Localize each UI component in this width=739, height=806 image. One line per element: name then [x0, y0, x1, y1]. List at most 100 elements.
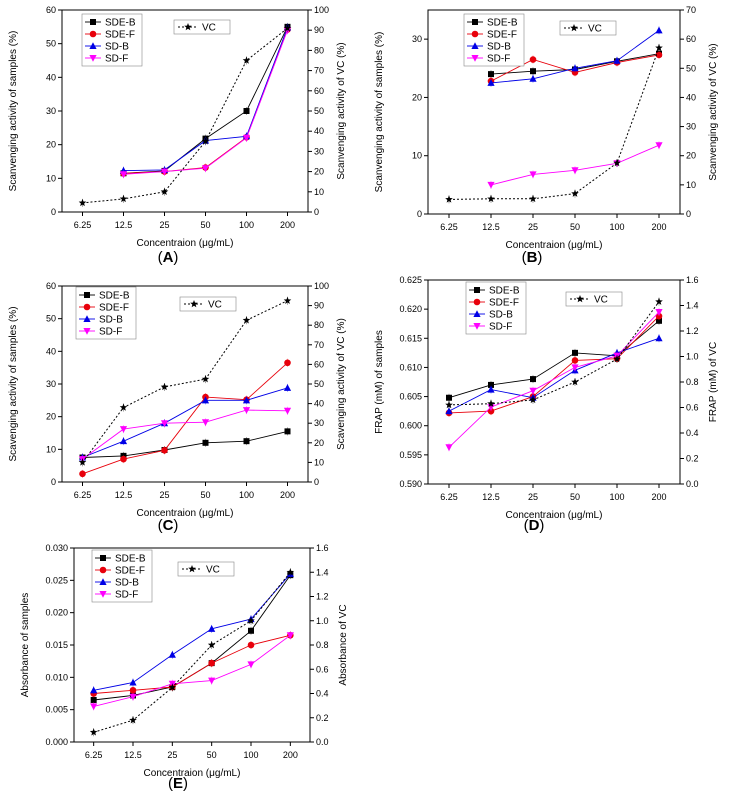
legend-label: VC	[206, 565, 220, 576]
y2-axis-title: Absorbance of VC	[338, 604, 349, 685]
y-axis-title: Scanvenging activity of samples (%)	[374, 32, 385, 193]
data-point	[201, 165, 210, 173]
legend-marker	[471, 42, 479, 49]
y-tick-label: 0.015	[45, 640, 68, 650]
data-point	[445, 407, 453, 415]
y2-tick-label: 0	[314, 477, 319, 487]
data-point	[571, 378, 579, 386]
legend-marker	[474, 287, 480, 293]
series-sde-f	[79, 358, 291, 478]
y2-tick-label: 20	[314, 167, 324, 177]
data-point	[655, 334, 663, 342]
data-point	[90, 686, 98, 694]
x-axis-title: Concentraion (μg/mL)	[137, 238, 234, 249]
x-tick-label: 6.25	[440, 492, 458, 502]
panel-caption: (A)	[158, 249, 179, 266]
data-point	[529, 56, 537, 63]
data-point	[487, 181, 495, 189]
data-point	[530, 68, 536, 75]
y2-tick-label: 0.8	[686, 377, 699, 387]
series-line	[93, 571, 291, 733]
data-point	[571, 357, 579, 364]
legend-label: SDE-B	[487, 18, 518, 29]
x-tick-label: 100	[609, 492, 624, 502]
data-point	[119, 437, 128, 445]
x-tick-label: 50	[200, 220, 210, 230]
data-point	[90, 696, 97, 703]
y2-tick-label: 30	[686, 122, 696, 132]
legend-label: VC	[588, 24, 602, 35]
y-tick-label: 10	[46, 173, 56, 183]
legend-marker	[90, 19, 96, 25]
x-tick-label: 200	[280, 490, 295, 500]
legend-marker	[188, 565, 196, 573]
data-point	[655, 297, 663, 305]
y2-tick-label: 60	[314, 86, 324, 96]
y-axis-title: FRAP (mM) of samples	[374, 330, 385, 434]
data-point	[487, 407, 495, 415]
data-point	[613, 159, 621, 167]
data-point	[655, 43, 663, 52]
y2-tick-label: 0.6	[316, 664, 329, 674]
y2-tick-label: 0.6	[686, 403, 699, 413]
y2-tick-label: 30	[314, 146, 324, 156]
series-line	[123, 30, 288, 175]
data-point	[247, 616, 255, 624]
legend-label: SDE-F	[105, 30, 135, 41]
legend-label: SD-F	[489, 322, 512, 333]
chart-panel-c: 6.25 12.5 25 50 100 200 0 10 20 30 40 50 60 0 10 20 30 40…	[8, 281, 347, 534]
data-point	[529, 194, 537, 203]
data-point	[656, 317, 662, 324]
y2-tick-label: 100	[314, 5, 329, 15]
legend-marker	[89, 55, 97, 62]
data-point	[571, 167, 579, 175]
legend-label: SD-B	[487, 42, 511, 53]
data-point	[78, 458, 87, 466]
x-tick-label: 6.25	[74, 220, 92, 230]
data-point	[201, 419, 210, 427]
series-line	[93, 634, 291, 707]
data-point	[242, 134, 251, 142]
data-point	[89, 728, 98, 736]
legend-label: SDE-F	[99, 303, 129, 314]
series-sd-f	[78, 406, 292, 464]
y2-tick-label: 1.4	[316, 567, 329, 577]
y2-tick-label: 1.2	[316, 592, 329, 602]
y-tick-label: 0.030	[45, 543, 68, 553]
data-point	[129, 693, 137, 701]
y2-axis-title: Scavenging activity of VC (%)	[336, 318, 347, 450]
data-point	[161, 447, 168, 454]
legend-marker	[473, 298, 481, 306]
series-sd-b	[487, 26, 663, 87]
x-tick-label: 200	[283, 750, 298, 760]
data-point	[168, 650, 176, 658]
legend-label: SDE-B	[105, 18, 136, 29]
y2-tick-label: 80	[314, 320, 324, 330]
data-point	[78, 198, 87, 207]
chart-panel-b: 6.25 12.5 25 50 100 200 0 10 20 30 0 10 20 30 40 50 60 70…	[374, 5, 719, 266]
data-point	[487, 399, 495, 407]
data-point	[129, 686, 137, 694]
data-point	[487, 194, 495, 203]
series-line	[448, 337, 660, 412]
x-tick-label: 50	[570, 492, 580, 502]
y2-tick-label: 90	[314, 25, 324, 35]
x-tick-label: 100	[243, 750, 258, 760]
series-line	[82, 430, 288, 458]
data-point	[243, 108, 250, 114]
y2-tick-label: 20	[314, 438, 324, 448]
x-axis-title: Concentraion (μg/mL)	[144, 768, 241, 779]
y2-tick-label: 0	[314, 207, 319, 217]
x-tick-label: 6.25	[85, 750, 103, 760]
series-vc	[78, 24, 292, 207]
data-point	[247, 641, 255, 649]
chart-panel-e: 6.25 12.5 25 50 100 200 0.000 0.005 0.010 0.015 0.…	[20, 543, 349, 792]
y2-tick-label: 1.6	[316, 543, 329, 553]
legend-marker	[184, 23, 192, 31]
data-point	[571, 189, 579, 197]
data-point	[168, 683, 177, 691]
data-point	[283, 24, 292, 32]
x-tick-label: 100	[239, 220, 254, 230]
y2-tick-label: 0.4	[316, 689, 329, 699]
